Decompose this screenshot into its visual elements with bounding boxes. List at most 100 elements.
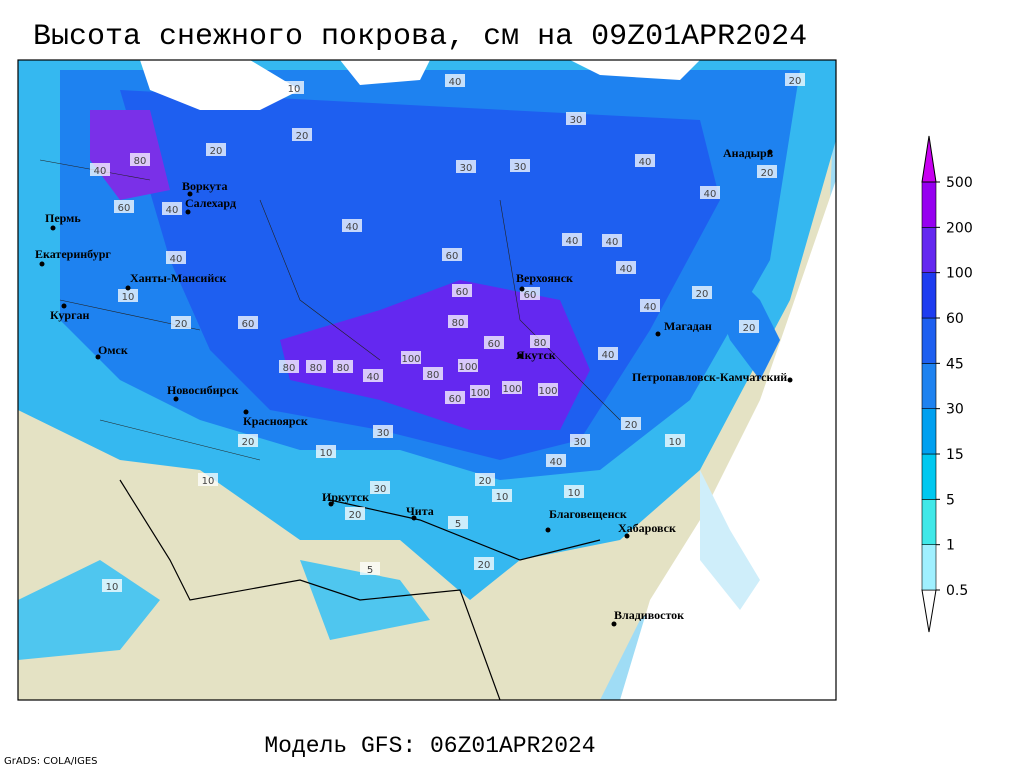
label-text: 40 — [346, 222, 359, 233]
contour-label: 60 — [238, 316, 258, 330]
label-text: 80 — [337, 363, 350, 374]
city-dot — [39, 261, 45, 267]
label-text: 30 — [460, 163, 473, 174]
city-name: Верхоянск — [516, 271, 573, 285]
contour-label: 20 — [345, 507, 365, 521]
contour-label: 30 — [510, 159, 530, 173]
city-dot — [519, 286, 525, 292]
label-box — [448, 516, 468, 529]
contour-label: 10 — [316, 445, 336, 459]
legend-band — [921, 181, 937, 228]
city-dot — [328, 501, 334, 507]
legend-label: 60 — [946, 311, 964, 327]
city-dot — [545, 527, 551, 533]
label-text: 60 — [456, 287, 469, 298]
contour-label: 30 — [456, 160, 476, 174]
label-text: 80 — [134, 156, 147, 167]
label-box — [757, 165, 777, 178]
sea-east — [620, 180, 836, 700]
label-text: 20 — [242, 437, 255, 448]
contour-label: 30 — [370, 481, 390, 495]
contour-label: 40 — [562, 233, 582, 247]
city-name: Пермь — [45, 211, 81, 225]
sakhalin — [700, 470, 760, 610]
label-box — [640, 299, 660, 312]
cities: Воркута Салехард Пермь Екатеринбург Ханты-Ма… — [35, 146, 793, 627]
city-dot — [187, 191, 193, 197]
label-text: 100 — [470, 388, 489, 399]
label-box — [316, 445, 336, 458]
legend-over — [921, 135, 937, 183]
contour-label: 60 — [484, 336, 504, 350]
legend-label: 500 — [946, 175, 973, 191]
label-text: 40 — [449, 77, 462, 88]
contour-label: 60 — [114, 200, 134, 214]
label-text: 80 — [534, 338, 547, 349]
label-box — [562, 233, 582, 246]
label-text: 40 — [606, 237, 619, 248]
contour-label: 40 — [363, 369, 383, 383]
label-box — [345, 507, 365, 520]
contour-label: 80 — [530, 335, 550, 349]
contour-label: 20 — [171, 316, 191, 330]
contour-label: 20 — [292, 128, 312, 142]
label-box — [700, 186, 720, 199]
label-text: 20 — [743, 323, 756, 334]
map: 40 80 60 40 40 10 20 60 80 80 80 40 100 80 100 60 100 100… — [17, 59, 837, 701]
contour-label: 10 — [198, 473, 218, 487]
label-box — [333, 360, 353, 373]
city-dot — [611, 621, 617, 627]
label-box — [114, 200, 134, 213]
label-text: 10 — [568, 488, 581, 499]
city-dot — [243, 409, 249, 415]
contour-label: 5 — [448, 516, 468, 530]
label-box — [475, 473, 495, 486]
contour-label: 40 — [700, 186, 720, 200]
label-text: 20 — [349, 510, 362, 521]
label-text: 100 — [502, 384, 521, 395]
legend-label: 200 — [946, 220, 973, 236]
legend-label: 5 — [946, 492, 955, 508]
label-box — [284, 81, 304, 94]
contour-label: 40 — [342, 219, 362, 233]
border — [119, 479, 601, 700]
city-dot — [125, 285, 131, 291]
city-dot — [787, 377, 793, 383]
city-name: Салехард — [185, 196, 236, 210]
city-name: Якутск — [516, 348, 556, 362]
city-dot — [411, 515, 417, 521]
label-text: 20 — [789, 76, 802, 87]
label-text: 10 — [202, 476, 215, 487]
city-name: Благовещенск — [549, 507, 627, 521]
label-text: 10 — [288, 84, 301, 95]
label-text: 30 — [570, 115, 583, 126]
legend-band — [921, 317, 937, 364]
city-dot — [767, 149, 773, 155]
contour-label: 5 — [360, 562, 380, 576]
city-dot — [517, 353, 523, 359]
contour-label: 60 — [445, 391, 465, 405]
contour-label: 10 — [665, 434, 685, 448]
contour-label: 20 — [785, 73, 805, 87]
contour-label: 40 — [166, 251, 186, 265]
contour-label: 80 — [306, 360, 326, 374]
label-box — [530, 335, 550, 348]
city-dot — [173, 396, 179, 402]
label-box — [130, 153, 150, 166]
label-text: 30 — [514, 162, 527, 173]
label-box — [342, 219, 362, 232]
label-box — [102, 579, 122, 592]
label-text: 40 — [639, 157, 652, 168]
label-box — [423, 367, 443, 380]
label-text: 100 — [401, 354, 420, 365]
label-box — [458, 359, 478, 372]
contour-label: 40 — [162, 202, 182, 216]
title: Высота снежного покрова, см на 09Z01APR2… — [33, 20, 807, 54]
contour-label: 40 — [90, 163, 110, 177]
label-text: 30 — [374, 484, 387, 495]
city-dot — [61, 303, 67, 309]
label-text: 5 — [367, 565, 373, 576]
label-text: 30 — [377, 428, 390, 439]
